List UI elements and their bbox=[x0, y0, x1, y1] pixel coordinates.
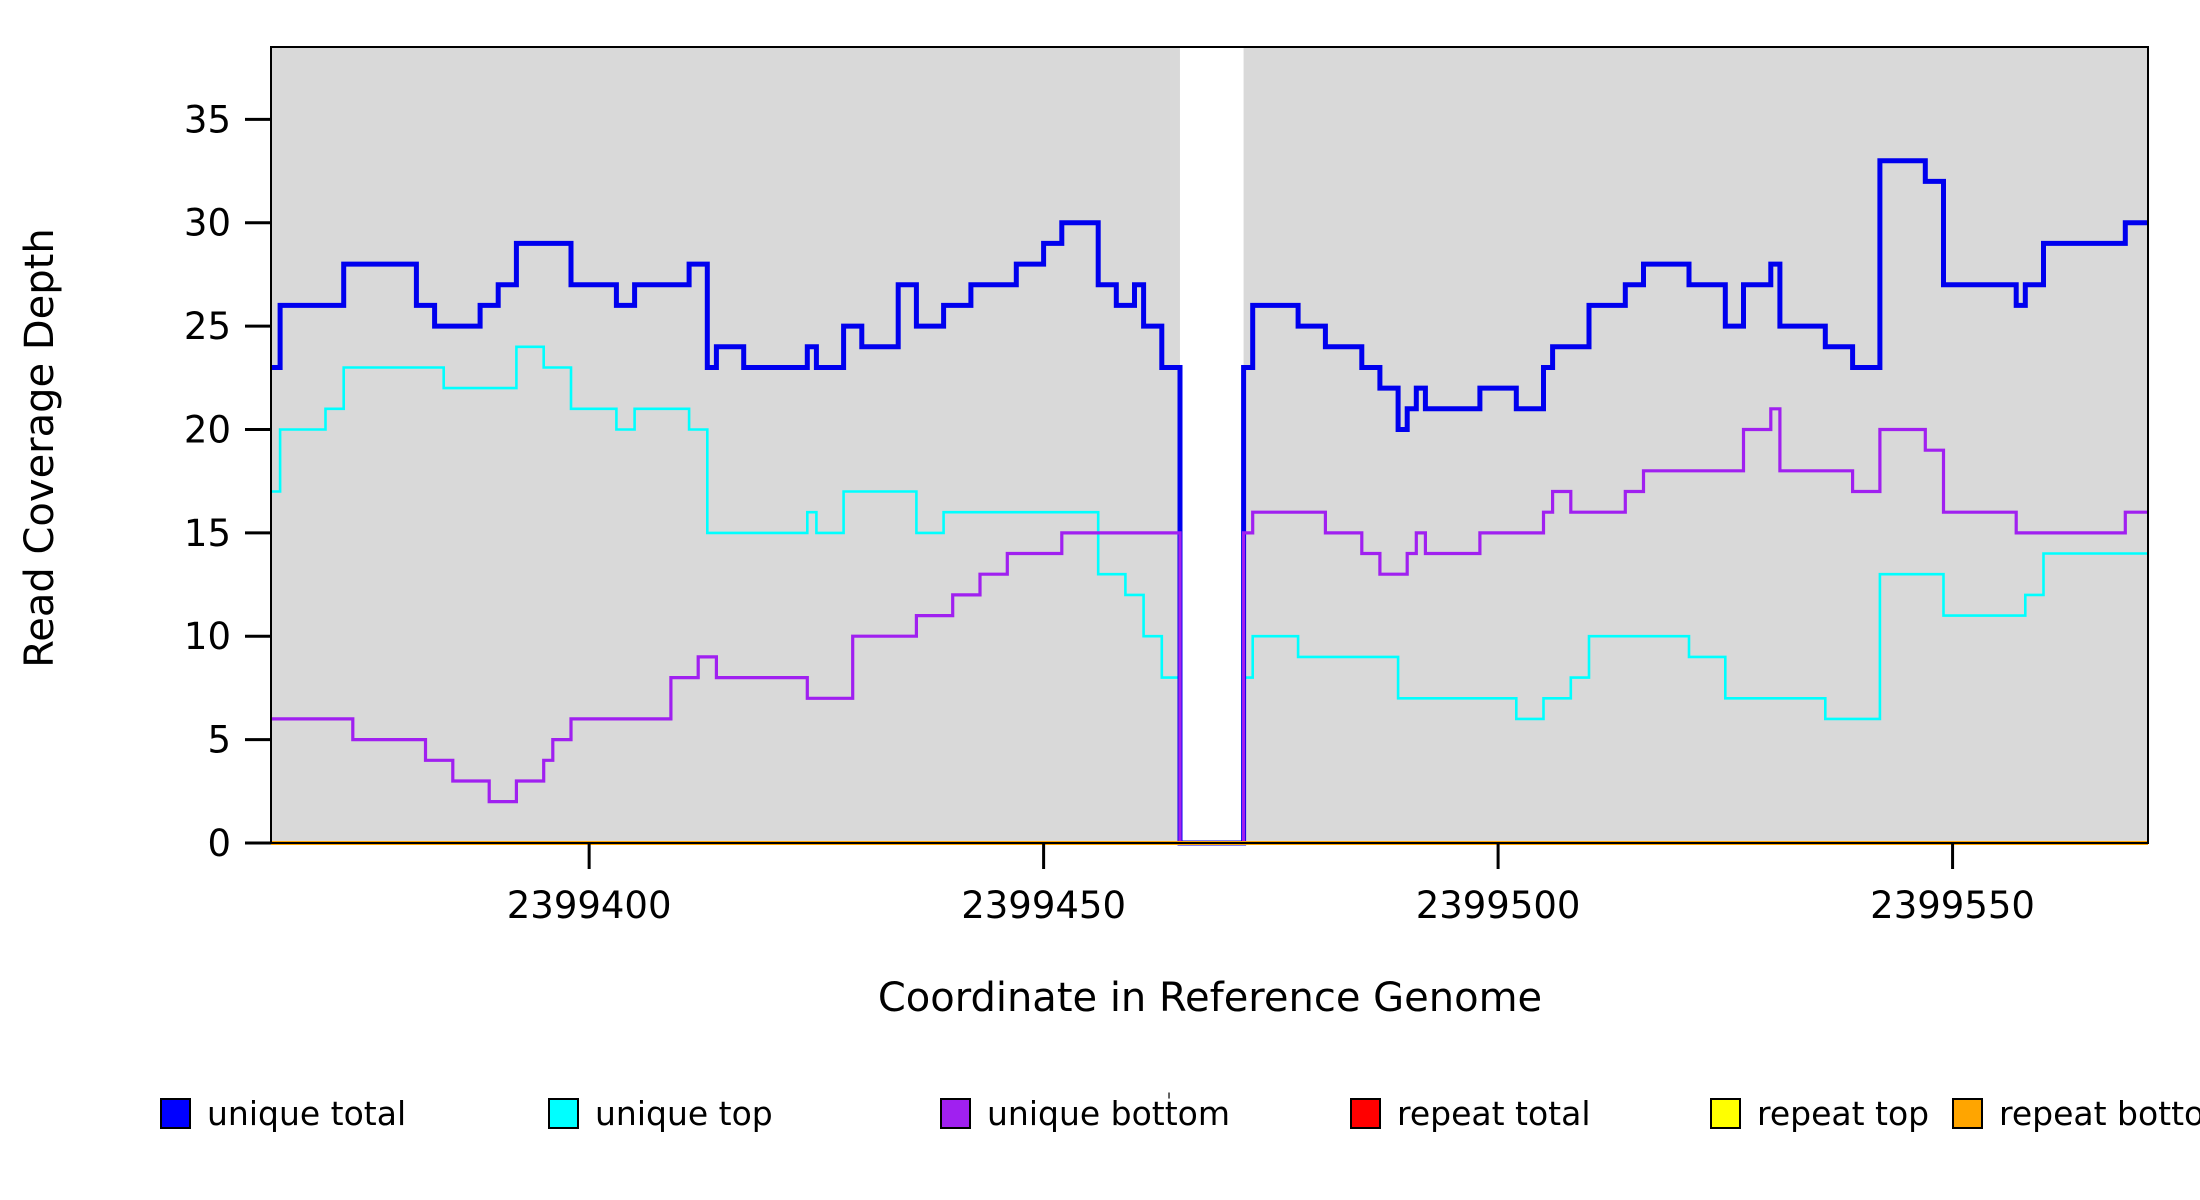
legend-item-unique-top: unique top bbox=[548, 1088, 773, 1138]
series-unique-bottom bbox=[271, 407, 2148, 845]
y-tick-label: 15 bbox=[184, 512, 231, 555]
legend-label: unique bottom bbox=[987, 1093, 1231, 1133]
y-tick-label: 0 bbox=[207, 822, 231, 865]
legend-label: repeat top bbox=[1757, 1093, 1930, 1133]
legend-item-repeat-top: repeat top bbox=[1710, 1088, 1929, 1138]
y-tick-label: 20 bbox=[184, 408, 231, 451]
y-tick-label: 10 bbox=[184, 615, 231, 658]
legend-item-repeat-total: repeat total bbox=[1350, 1088, 1591, 1138]
y-tick-label: 25 bbox=[184, 305, 231, 348]
coverage-gap-band bbox=[1179, 47, 1244, 843]
plot-border bbox=[270, 46, 2149, 844]
series-unique-top bbox=[271, 345, 2148, 845]
legend-item-repeat-bottom: repeat bottom bbox=[1952, 1088, 2200, 1138]
y-axis-title: Read Coverage Depth bbox=[17, 228, 63, 668]
y-tick-label: 5 bbox=[207, 719, 231, 762]
legend-label: repeat total bbox=[1397, 1093, 1591, 1133]
legend-swatch-unique-bottom bbox=[940, 1097, 971, 1129]
x-tick-label: 2399550 bbox=[1870, 884, 2035, 927]
legend-label: unique top bbox=[595, 1093, 773, 1133]
legend-label: repeat bottom bbox=[1999, 1093, 2200, 1133]
legend-item-unique-bottom: unique bottom bbox=[940, 1088, 1230, 1138]
legend-swatch-unique-total bbox=[160, 1097, 191, 1129]
legend-swatch-unique-top bbox=[548, 1097, 579, 1129]
legend-swatch-repeat-bottom bbox=[1952, 1097, 1983, 1129]
y-tick-label: 35 bbox=[184, 98, 231, 141]
stray-mark: ' bbox=[1166, 1090, 1173, 1115]
legend: unique total unique top unique bottom repea… bbox=[0, 1088, 2200, 1148]
y-tick-label: 30 bbox=[184, 202, 231, 245]
legend-item-unique-total: unique total bbox=[160, 1088, 406, 1138]
x-tick-label: 2399400 bbox=[507, 884, 672, 927]
x-axis-title: Coordinate in Reference Genome bbox=[877, 975, 1543, 1021]
legend-swatch-repeat-total bbox=[1350, 1097, 1381, 1129]
x-tick-label: 2399450 bbox=[961, 884, 1126, 927]
x-tick-label: 2399500 bbox=[1416, 884, 1581, 927]
legend-label: unique total bbox=[207, 1093, 407, 1133]
legend-swatch-repeat-top bbox=[1710, 1097, 1741, 1129]
